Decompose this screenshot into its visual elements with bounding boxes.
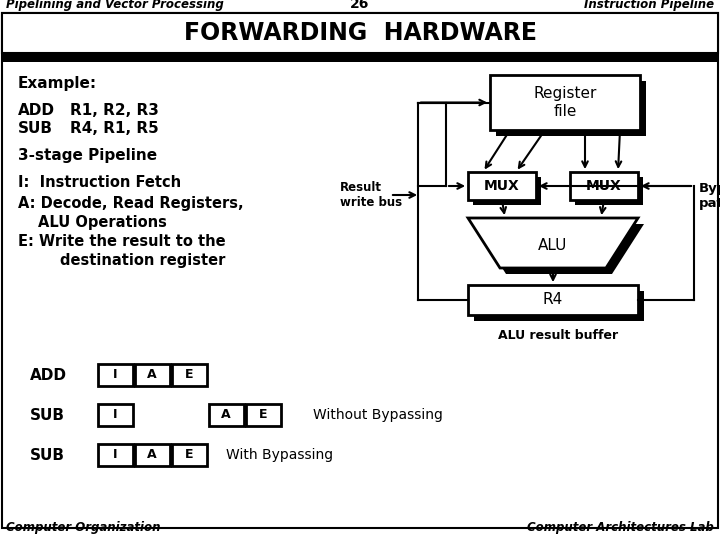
Bar [496,81,646,136]
Text: E: Write the result to the: E: Write the result to the [18,234,225,249]
Bar [135,364,169,386]
Text: I: I [113,449,117,462]
Bar [473,177,541,205]
Bar [468,172,536,200]
Bar [490,75,640,130]
Bar [570,172,638,200]
Text: E: E [185,368,193,381]
Text: 26: 26 [351,0,369,11]
Bar [2,53,718,62]
Text: ADD: ADD [30,368,67,382]
Text: Pipelining and Vector Processing: Pipelining and Vector Processing [6,0,224,11]
Text: Example:: Example: [18,76,97,91]
Text: FORWARDING  HARDWARE: FORWARDING HARDWARE [184,21,536,45]
Text: A: A [147,449,157,462]
Bar [97,364,132,386]
Text: ALU Operations: ALU Operations [38,215,167,230]
Text: A: A [221,408,231,422]
Text: Result
write bus: Result write bus [340,181,402,209]
Text: MUX: MUX [586,179,622,193]
Bar [474,291,644,321]
Bar [468,285,638,315]
Text: Without Bypassing: Without Bypassing [313,408,443,422]
Polygon shape [474,224,644,274]
Bar [2,13,718,53]
Text: Computer Organization: Computer Organization [6,521,161,534]
Text: Computer Architectures Lab: Computer Architectures Lab [527,521,714,534]
Text: E: E [185,449,193,462]
Text: A: A [147,368,157,381]
Text: SUB: SUB [30,448,65,462]
Text: MUX: MUX [484,179,520,193]
Text: ALU result buffer: ALU result buffer [498,329,618,342]
Text: I: I [113,408,117,422]
Text: E: E [258,408,267,422]
Bar [97,444,132,466]
Text: SUB: SUB [30,408,65,422]
Text: 3-stage Pipeline: 3-stage Pipeline [18,148,157,163]
Text: SUB: SUB [18,121,53,136]
Text: A: Decode, Read Registers,: A: Decode, Read Registers, [18,196,243,211]
Text: destination register: destination register [60,253,225,268]
Text: R1, R2, R3: R1, R2, R3 [70,103,159,118]
Text: I: I [113,368,117,381]
Bar [97,404,132,426]
Text: ADD: ADD [18,103,55,118]
Text: I:  Instruction Fetch: I: Instruction Fetch [18,175,181,190]
Bar [575,177,643,205]
Bar [209,404,243,426]
Text: Bypass
path: Bypass path [699,182,720,210]
Bar [171,444,207,466]
Bar [135,444,169,466]
Text: ALU: ALU [539,238,567,253]
Text: Instruction Pipeline: Instruction Pipeline [584,0,714,11]
Bar [171,364,207,386]
Polygon shape [468,218,638,268]
Text: R4, R1, R5: R4, R1, R5 [70,121,158,136]
Bar [246,404,281,426]
Text: With Bypassing: With Bypassing [227,448,333,462]
Text: R4: R4 [543,293,563,307]
Text: Register
file: Register file [534,86,597,119]
